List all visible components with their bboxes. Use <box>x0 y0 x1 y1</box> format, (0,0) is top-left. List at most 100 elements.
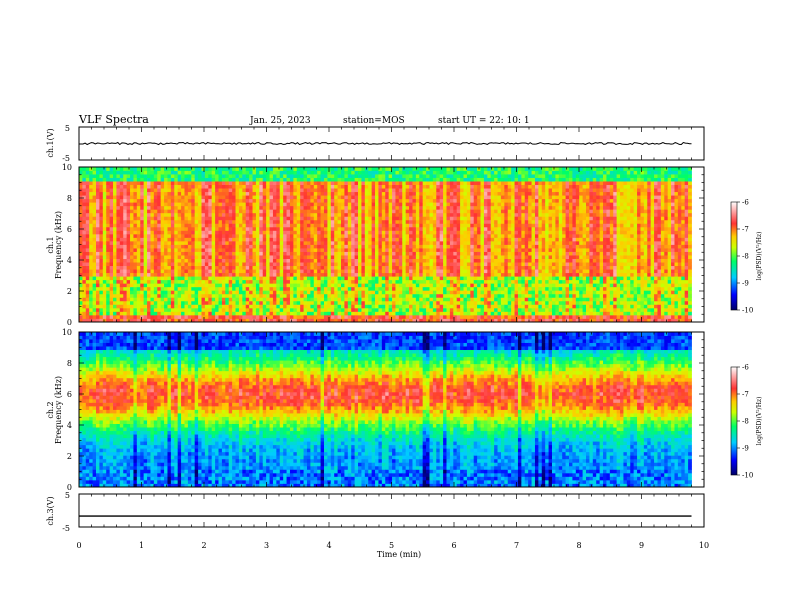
spectrogram-cell <box>201 318 206 323</box>
spectrogram-cell <box>358 216 362 221</box>
spectrogram-cell <box>426 290 430 295</box>
spectrogram-cell <box>102 219 107 224</box>
spectrogram-cell <box>79 286 83 291</box>
spectrogram-cell <box>113 174 117 178</box>
spectrogram-cell <box>119 191 124 196</box>
spectrogram-cell <box>204 170 209 175</box>
spectrogram-cell <box>215 181 219 186</box>
spectrogram-cell <box>415 191 420 196</box>
spectrogram-cell <box>245 174 250 178</box>
spectrogram-cell <box>147 300 151 305</box>
spectrogram-cell <box>412 237 417 242</box>
spectrogram-cell <box>324 307 328 312</box>
spectrogram-cell <box>334 170 339 175</box>
spectrogram-cell <box>415 223 420 228</box>
spectrogram-cell <box>272 248 277 252</box>
spectrogram-cell <box>245 314 250 319</box>
spectrogram-cell <box>85 251 90 256</box>
spectrogram-cell <box>303 255 308 259</box>
spectrogram-cell <box>160 198 165 203</box>
spectrogram-cell <box>221 318 226 323</box>
spectrogram-cell <box>164 223 168 228</box>
spectrogram-cell <box>429 230 434 235</box>
spectrogram-cell <box>289 209 294 214</box>
spectrogram-cell <box>160 255 165 259</box>
spectrogram-cell <box>198 223 202 228</box>
spectrogram-cell <box>235 188 240 193</box>
spectrogram-cell <box>293 258 298 263</box>
spectrogram-cell <box>123 300 128 305</box>
spectrogram-cell <box>334 205 339 210</box>
spectrogram-cell <box>398 290 403 295</box>
spectrogram-cell <box>327 177 332 182</box>
spectrogram-cell <box>286 265 291 270</box>
spectrogram-cell <box>449 314 454 319</box>
spectrogram-cell <box>167 167 172 171</box>
spectrogram-cell <box>113 209 117 214</box>
spectrogram-cell <box>160 276 165 281</box>
spectrogram-cell <box>453 230 458 235</box>
spectrogram-cell <box>126 202 131 207</box>
spectrogram-cell <box>378 233 383 238</box>
spectrogram-cell <box>191 293 196 298</box>
spectrogram-cell <box>177 304 182 309</box>
spectrogram-cell <box>245 202 250 207</box>
spectrogram-cell <box>405 269 410 274</box>
spectrogram-cell <box>164 240 168 245</box>
spectrogram-cell <box>276 191 281 196</box>
spectrogram-cell <box>310 191 315 196</box>
spectrogram-cell <box>276 276 281 281</box>
spectrogram-cell <box>279 269 284 274</box>
spectrogram-cell <box>432 279 437 284</box>
spectrogram-cell <box>245 191 250 196</box>
spectrogram-cell <box>364 265 369 270</box>
spectrogram-cell <box>381 244 386 249</box>
spectrogram-cell <box>286 209 291 214</box>
spectrogram-cell <box>215 230 219 235</box>
spectrogram-cell <box>252 226 257 231</box>
spectrogram-cell <box>296 191 301 196</box>
spectrogram-cell <box>334 304 339 309</box>
spectrogram-cell <box>174 297 179 302</box>
spectrogram-cell <box>102 226 107 231</box>
spectrogram-cell <box>133 290 138 295</box>
spectrogram-cell <box>439 311 444 316</box>
spectrogram-cell <box>130 269 134 274</box>
spectrogram-cell <box>378 304 383 309</box>
spectrogram-cell <box>381 233 386 238</box>
spectrogram-cell <box>405 290 410 295</box>
spectrogram-cell <box>371 209 376 214</box>
spectrogram-cell <box>347 311 352 316</box>
spectrogram-cell <box>415 167 420 171</box>
spectrogram-cell <box>157 297 162 302</box>
spectrogram-cell <box>170 318 175 323</box>
spectrogram-cell <box>422 209 427 214</box>
spectrogram-cell <box>99 255 104 259</box>
spectrogram-cell <box>436 237 441 242</box>
spectrogram-cell <box>402 219 407 224</box>
spectrogram-cell <box>330 279 335 284</box>
spectrogram-cell <box>201 202 206 207</box>
spectrogram-cell <box>235 286 240 291</box>
spectrogram-cell <box>337 244 342 249</box>
spectrogram-cell <box>194 255 199 259</box>
spectrogram-cell <box>385 174 390 178</box>
spectrogram-cell <box>266 184 270 189</box>
spectrogram-cell <box>453 276 458 281</box>
spectrogram-cell <box>341 314 345 319</box>
spectrogram-cell <box>153 300 158 305</box>
spectrogram-cell <box>361 262 366 267</box>
spectrogram-cell <box>402 205 407 210</box>
spectrogram-cell <box>327 174 332 178</box>
spectrogram-cell <box>313 269 318 274</box>
spectrogram-cell <box>327 230 332 235</box>
spectrogram-cell <box>443 170 447 175</box>
spectrogram-cell <box>238 276 243 281</box>
spectrogram-cell <box>99 244 104 249</box>
spectrogram-cell <box>201 311 206 316</box>
spectrogram-cell <box>266 191 270 196</box>
spectrogram-cell <box>174 212 179 217</box>
spectrogram-cell <box>181 202 185 207</box>
spectrogram-cell <box>249 167 253 171</box>
spectrogram-cell <box>358 205 362 210</box>
